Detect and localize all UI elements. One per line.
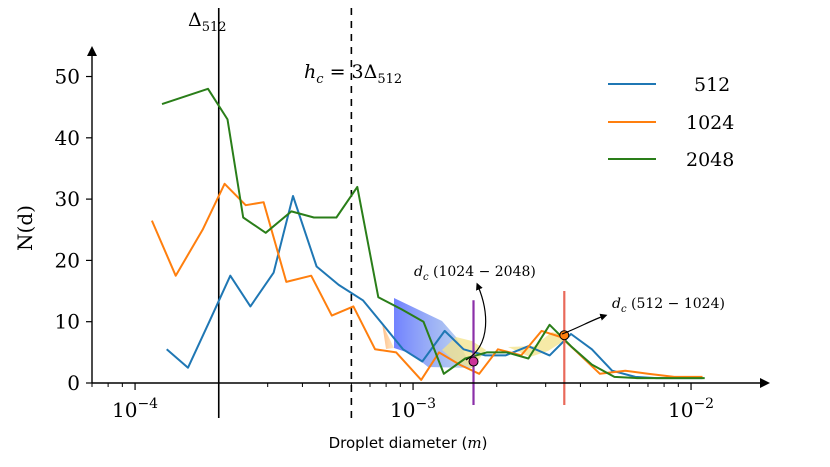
y-axis-arrow	[87, 46, 97, 56]
legend-entry-512: 512	[608, 74, 730, 96]
annotation-dc-1024-2048: dc (1024 − 2048)	[414, 264, 536, 283]
marker-point-1	[468, 356, 479, 367]
legend-label-1024: 1024	[686, 112, 734, 134]
legend-label-512: 512	[694, 74, 730, 96]
shade-yellow-region-2	[508, 332, 570, 357]
y-ticks: 0 10 20 30 40 50	[55, 65, 92, 395]
legend-label-2048: 2048	[686, 149, 734, 171]
legend-entry-2048: 2048	[608, 149, 734, 171]
hc-label: hc = 3Δ512	[304, 61, 402, 87]
reference-lines	[217, 8, 353, 418]
x-axis-label: Droplet diameter (m)	[329, 434, 488, 452]
y-axis-label: N(d)	[13, 205, 37, 251]
y-tick-label-30: 30	[55, 187, 80, 211]
axes	[87, 46, 770, 388]
annotation-arrow-512-1024	[561, 313, 608, 335]
x-ticks: 10−4 10−3 10−2	[91, 383, 714, 422]
shade-orange-region	[382, 323, 394, 349]
marker-point-2	[559, 330, 570, 341]
annotation-arrow-1024-2048	[465, 282, 487, 361]
y-tick-label-50: 50	[55, 65, 80, 89]
y-tick-label-0: 0	[67, 371, 80, 395]
crossover-markers	[468, 291, 570, 405]
legend-entry-1024: 1024	[608, 112, 734, 134]
data-series	[150, 87, 705, 381]
delta-512-label: Δ512	[188, 9, 227, 35]
legend: 512 1024 2048	[608, 74, 734, 171]
annotation-dc-512-1024: dc (512 − 1024)	[612, 296, 725, 315]
y-tick-label-40: 40	[55, 126, 80, 150]
x-tick-label-1: 10−3	[390, 396, 436, 422]
series-line-1024	[150, 182, 703, 381]
x-axis-arrow	[760, 378, 770, 388]
y-tick-label-20: 20	[55, 248, 80, 272]
series-line-2048	[161, 87, 705, 380]
x-tick-label-0: 10−4	[112, 396, 158, 422]
x-tick-label-2: 10−2	[668, 396, 714, 422]
y-tick-label-10: 10	[55, 310, 80, 334]
